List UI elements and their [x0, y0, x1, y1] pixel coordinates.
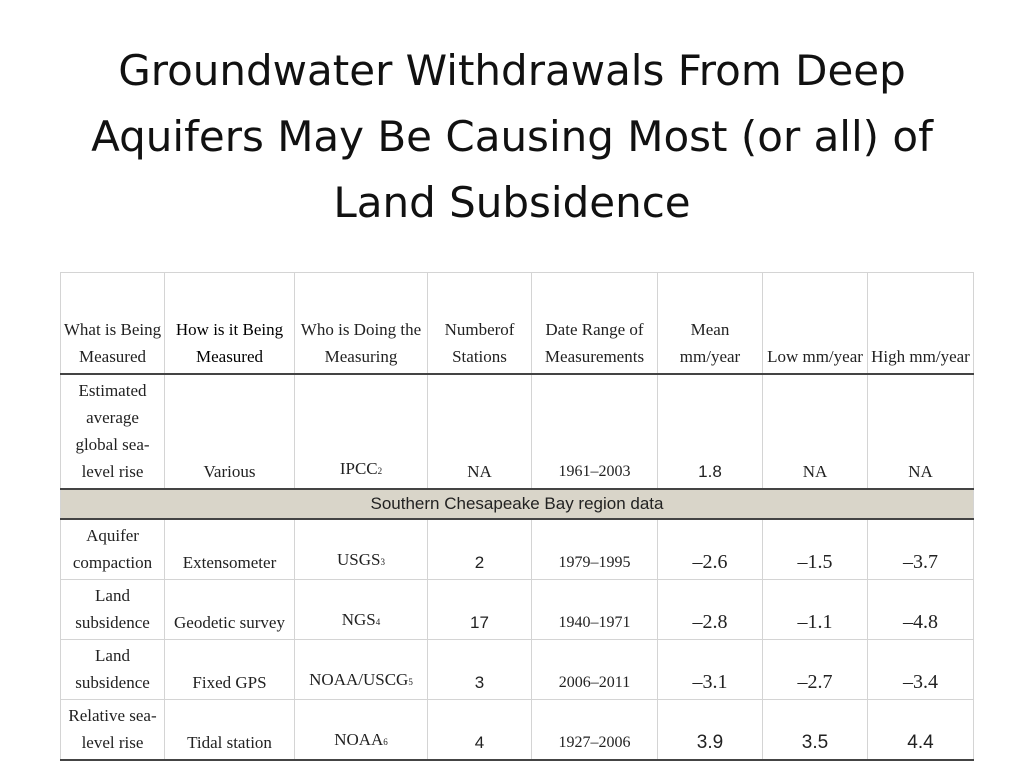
header-how: How is it Being Measured [164, 272, 295, 375]
header-mean: Mean mm/year [657, 272, 763, 375]
cell-who: USGS3 [294, 518, 428, 580]
title-line: Land Subsidence [333, 178, 691, 227]
cell-what: Land subsidence [60, 579, 165, 640]
cell-mean: 1.8 [657, 373, 763, 490]
cell-what: Estimated average global sea-level rise [60, 373, 165, 490]
cell-high: 4.4 [867, 699, 974, 761]
cell-high: –3.4 [867, 639, 974, 700]
header-row: What is Being Measured How is it Being M… [60, 272, 974, 375]
cell-dates: 2006–2011 [531, 639, 658, 700]
header-what: What is Being Measured [60, 272, 165, 375]
cell-low: NA [762, 373, 868, 490]
cell-low: 3.5 [762, 699, 868, 761]
header-dates: Date Range of Measurements [531, 272, 658, 375]
cell-who-name: USGS [337, 550, 381, 569]
cell-who-ref: 6 [383, 737, 388, 747]
cell-who-ref: 5 [408, 677, 413, 687]
cell-mean: 3.9 [657, 699, 763, 761]
cell-who: NGS4 [294, 579, 428, 640]
cell-how: Fixed GPS [164, 639, 295, 700]
header-who: Who is Doing the Measuring [294, 272, 428, 375]
cell-mean: –2.8 [657, 579, 763, 640]
cell-high: –3.7 [867, 518, 974, 580]
cell-what: Relative sea-level rise [60, 699, 165, 761]
cell-who: NOAA/USCG5 [294, 639, 428, 700]
cell-low: –2.7 [762, 639, 868, 700]
cell-dates: 1979–1995 [531, 518, 658, 580]
cell-high: –4.8 [867, 579, 974, 640]
cell-who-ref: 3 [380, 557, 385, 567]
cell-mean: –3.1 [657, 639, 763, 700]
cell-low: –1.5 [762, 518, 868, 580]
cell-who-name: NOAA/USCG [309, 670, 409, 689]
region-label: Southern Chesapeake Bay region data [60, 488, 974, 520]
cell-how: Various [164, 373, 295, 490]
cell-what: Land subsidence [60, 639, 165, 700]
cell-dates: 1961–2003 [531, 373, 658, 490]
cell-dates: 1927–2006 [531, 699, 658, 761]
header-stations: Numberof Stations [427, 272, 532, 375]
cell-who: NOAA6 [294, 699, 428, 761]
cell-how: Extensometer [164, 518, 295, 580]
table-row: Estimated average global sea-level rise … [60, 373, 974, 490]
slide-title: Groundwater Withdrawals From Deep Aquife… [30, 38, 994, 236]
measurements-table: What is Being Measured How is it Being M… [60, 272, 974, 761]
cell-high: NA [867, 373, 974, 490]
header-high: High mm/year [867, 272, 974, 375]
cell-who-ref: 4 [375, 617, 381, 627]
table-row: Land subsidence Fixed GPS NOAA/USCG5 3 2… [60, 639, 974, 700]
cell-how: Geodetic survey [164, 579, 295, 640]
cell-who-name: NGS [341, 610, 376, 629]
cell-who: IPCC2 [294, 373, 428, 490]
cell-stations: NA [427, 373, 532, 490]
cell-stations: 2 [427, 518, 532, 580]
region-band-row: Southern Chesapeake Bay region data [60, 488, 974, 520]
cell-stations: 4 [427, 699, 532, 761]
cell-low: –1.1 [762, 579, 868, 640]
cell-what: Aquifer compaction [60, 518, 165, 580]
cell-who-name: NOAA [334, 730, 384, 749]
cell-dates: 1940–1971 [531, 579, 658, 640]
table-row: Relative sea-level rise Tidal station NO… [60, 699, 974, 761]
cell-stations: 17 [427, 579, 532, 640]
cell-how: Tidal station [164, 699, 295, 761]
title-line: Aquifers May Be Causing Most (or all) of [91, 112, 933, 161]
title-line: Groundwater Withdrawals From Deep [118, 46, 906, 95]
header-low: Low mm/year [762, 272, 868, 375]
cell-who-ref: 2 [377, 466, 383, 476]
cell-who-name: IPCC [339, 459, 378, 478]
table-row: Aquifer compaction Extensometer USGS3 2 … [60, 518, 974, 580]
cell-stations: 3 [427, 639, 532, 700]
cell-mean: –2.6 [657, 518, 763, 580]
table-row: Land subsidence Geodetic survey NGS4 17 … [60, 579, 974, 640]
